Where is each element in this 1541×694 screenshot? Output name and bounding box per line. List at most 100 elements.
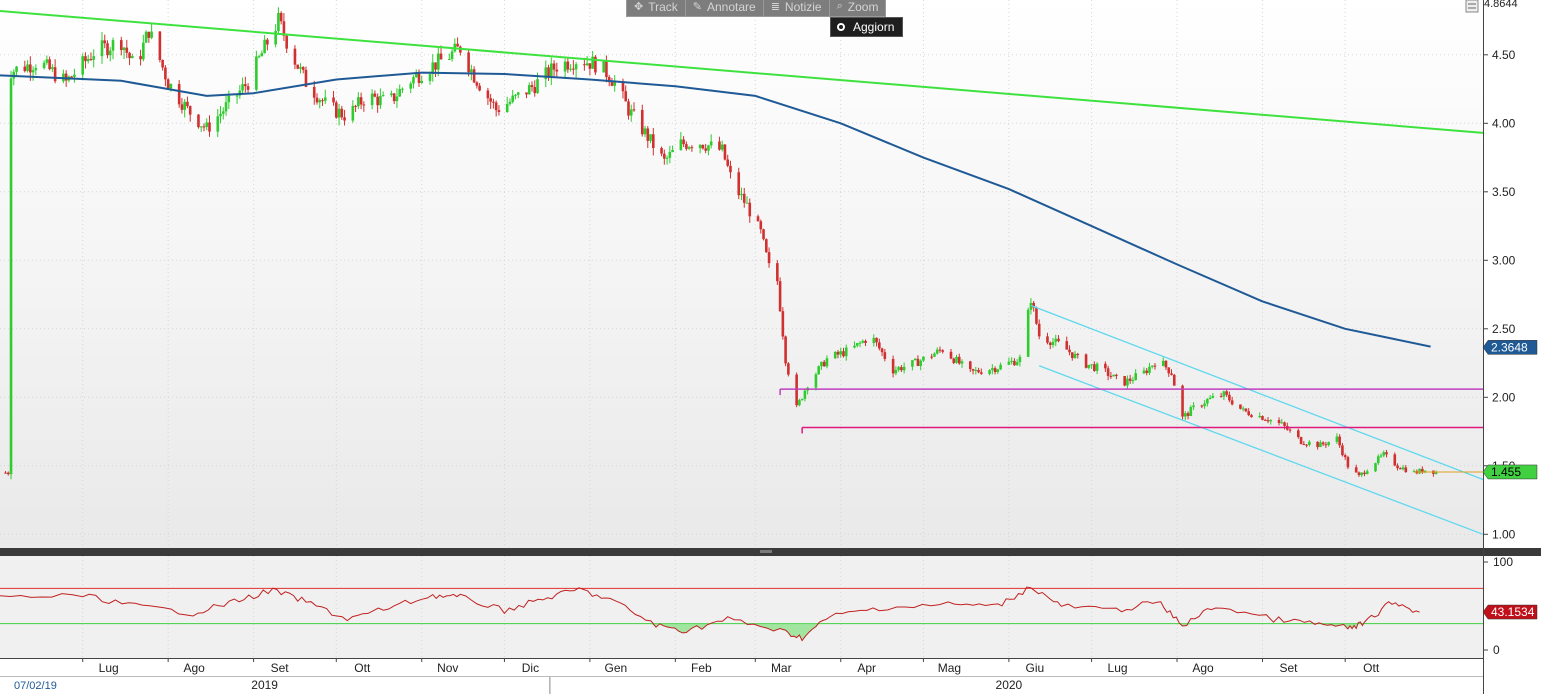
candle [1297,428,1300,439]
candle [23,60,27,73]
candle-body [122,47,126,51]
candle-body [1258,415,1262,418]
candle [1421,466,1424,474]
candle [125,39,129,59]
candle [1266,417,1270,424]
candle [602,60,605,73]
candle-body [293,48,297,65]
candle [1007,357,1011,366]
candle-body [1206,399,1209,404]
candle [301,66,305,74]
candle [505,96,509,113]
candle-body [1203,403,1206,407]
candle [941,349,945,354]
candle [1374,462,1377,473]
candle-body [15,66,18,72]
candle [996,368,1000,375]
candle [164,64,167,87]
x-tick-label: Lug [1108,661,1128,675]
splitter-handle[interactable] [760,550,772,553]
candle-body [1401,467,1405,470]
candle [497,105,501,116]
candle [704,143,707,154]
candle [31,66,35,81]
candle-body [740,193,743,196]
candle-body [45,59,49,63]
year-label: 2019 [251,678,278,692]
candle-body [1010,360,1013,362]
candle [566,57,570,73]
candle-body [1302,443,1306,445]
candle-body [205,122,209,127]
candle-body [1283,422,1286,426]
candle-body [980,372,983,374]
candle [1126,375,1129,389]
candle [742,187,746,208]
candle [285,34,288,54]
candle [814,372,818,391]
zoom-button[interactable]: ⌕ Zoom [830,0,886,16]
candle-body [591,56,594,69]
candle-body [911,360,914,367]
moving-average-line [0,71,1431,348]
annotate-button[interactable]: ✎ Annotare [686,0,764,16]
candle [935,347,939,355]
candle [1134,369,1137,381]
candle-body [707,145,710,151]
candle [508,98,512,106]
candle-body [698,144,702,149]
candle-body [1142,370,1146,374]
candle [649,134,652,144]
candle-body [704,148,707,151]
news-button[interactable]: ≣ Notizie [764,0,830,16]
candle [448,53,451,60]
candle [574,62,578,78]
candle [897,366,900,372]
candle-body [1104,363,1107,369]
candle-body [668,152,672,158]
candle [144,30,148,43]
candle [530,81,534,92]
candle [977,367,980,374]
axis-scale-icon[interactable] [1465,0,1479,13]
candle-body [188,106,192,115]
candle-body [968,361,972,370]
candle [1280,418,1284,424]
candle [687,145,691,150]
candle [1379,453,1383,459]
candle [255,50,258,92]
candle [1404,465,1408,473]
candle-body [679,139,683,150]
candle [1277,417,1281,426]
candle-body [511,95,515,102]
refresh-button[interactable]: Aggiorn [830,17,904,37]
candle [1186,411,1190,420]
x-tick-label: Lug [99,661,119,675]
candle [1172,373,1176,386]
candle [1239,404,1242,410]
x-tick-label: Ago [1192,661,1214,675]
candle [1343,453,1347,460]
candle [489,93,492,110]
candle [643,125,647,138]
candle [180,98,184,114]
osc-y-tick-label: 100 [1493,555,1513,569]
candle [244,76,247,93]
candle [9,70,13,480]
candle-body [177,84,181,105]
candle [131,53,134,59]
x-tick-label: Set [271,661,290,675]
candle-body [467,52,470,73]
candle [1153,363,1157,370]
candle [266,38,269,51]
track-button[interactable]: ✥ Track [627,0,686,16]
candle-body [390,93,393,96]
candle-body [1241,408,1245,410]
candle-body [266,39,269,45]
candle [585,55,589,67]
candle-body [1084,354,1088,368]
candle-body [900,367,903,371]
candle [1363,470,1366,477]
candle-body [723,144,727,160]
